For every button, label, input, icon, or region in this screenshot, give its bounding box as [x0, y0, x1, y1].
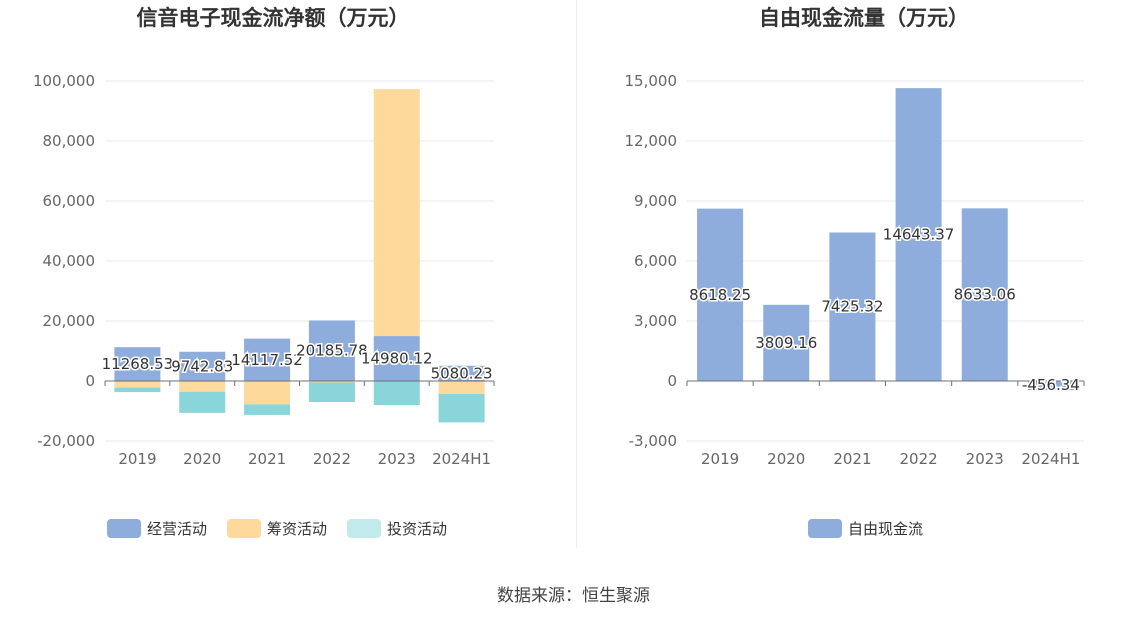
x-tick-label: 2019 — [118, 450, 156, 468]
y-tick-label: 15,000 — [625, 72, 678, 90]
bar-投资活动-2022 — [308, 382, 355, 402]
bar-经营活动-2020 — [179, 351, 226, 381]
data-label: 8633.06 — [954, 286, 1016, 304]
data-label: 9742.83 — [171, 357, 233, 375]
y-tick-label: 0 — [85, 372, 95, 390]
bar-投资活动-2019 — [114, 387, 161, 393]
bar-经营活动-2024H1 — [438, 365, 485, 381]
bar-自由现金流-2020 — [763, 304, 810, 381]
x-tick-label: 2020 — [183, 450, 221, 468]
bar-自由现金流-2021 — [829, 232, 876, 381]
bar-筹资活动-2021 — [244, 381, 291, 405]
data-label: -456.34 — [1022, 376, 1080, 394]
bar-经营活动-2021 — [244, 338, 291, 381]
legend-swatch-自由现金流 — [808, 519, 842, 538]
y-tick-label: 60,000 — [43, 192, 96, 210]
bar-投资活动-2021 — [244, 404, 291, 415]
y-tick-label: 40,000 — [43, 252, 96, 270]
y-tick-label: -20,000 — [37, 432, 95, 450]
chart-title: 信音电子现金流净额（万元） — [137, 6, 410, 30]
y-tick-label: 6,000 — [634, 252, 677, 270]
data-label: 7425.32 — [821, 298, 883, 316]
bar-筹资活动-2022 — [308, 381, 355, 383]
legend-label: 投资活动 — [387, 520, 447, 538]
bar-自由现金流-2024H1 — [1027, 381, 1074, 391]
bar-投资活动-2020 — [179, 391, 226, 413]
data-label: 3809.16 — [755, 334, 817, 352]
bar-经营活动-2022 — [308, 320, 355, 381]
x-tick-label: 2024H1 — [1021, 450, 1080, 468]
y-tick-label: 0 — [667, 372, 677, 390]
charts-canvas: 信音电子现金流净额（万元） -20,000 0 20,000 40,000 60,000 8… — [33, 6, 1085, 538]
data-label: 5080.23 — [431, 364, 493, 382]
y-tick-label: 9,000 — [634, 192, 677, 210]
y-tick-label: 3,000 — [634, 312, 677, 330]
x-tick-label: 2023 — [966, 450, 1004, 468]
data-label: 14980.12 — [361, 350, 433, 368]
bar-筹资活动-2023 — [373, 89, 420, 337]
chart-title: 自由现金流量（万元） — [759, 6, 969, 30]
bar-投资活动-2024H1 — [438, 393, 485, 423]
x-tick-label: 2021 — [248, 450, 286, 468]
legend-swatch-经营活动 — [107, 519, 141, 538]
legend-label: 筹资活动 — [267, 520, 327, 538]
legend-label: 自由现金流 — [848, 520, 923, 538]
x-tick-label: 2020 — [767, 450, 805, 468]
x-tick-label: 2022 — [313, 450, 351, 468]
data-label: 14117.52 — [231, 351, 303, 369]
y-tick-label: 20,000 — [43, 312, 96, 330]
x-tick-label: 2019 — [701, 450, 739, 468]
data-label: 14643.37 — [883, 226, 955, 244]
data-label: 20185.78 — [296, 342, 368, 360]
legend-label: 经营活动 — [147, 520, 207, 538]
bar-自由现金流-2023 — [961, 208, 1008, 381]
x-tick-label: 2021 — [833, 450, 871, 468]
bar-筹资活动-2019 — [114, 381, 161, 388]
data-label: 11268.53 — [102, 355, 174, 373]
x-tick-label: 2022 — [899, 450, 937, 468]
bar-筹资活动-2024H1 — [438, 381, 485, 394]
bar-自由现金流-2022 — [895, 88, 942, 381]
bar-筹资活动-2020 — [179, 381, 226, 392]
y-tick-label: -3,000 — [629, 432, 677, 450]
bar-投资活动-2023 — [373, 381, 420, 405]
y-tick-label: 80,000 — [43, 132, 96, 150]
y-tick-label: 12,000 — [625, 132, 678, 150]
bar-经营活动-2019 — [114, 347, 161, 381]
legend-swatch-投资活动 — [347, 519, 381, 538]
bar-自由现金流-2019 — [697, 208, 744, 381]
legend-swatch-筹资活动 — [227, 519, 261, 538]
data-label: 8618.25 — [689, 286, 751, 304]
x-tick-label: 2023 — [378, 450, 416, 468]
y-tick-label: 100,000 — [33, 72, 95, 90]
chart-divider — [576, 0, 577, 548]
bar-经营活动-2023 — [373, 336, 420, 381]
data-source-note: 数据来源：恒生聚源 — [497, 586, 650, 606]
x-tick-label: 2024H1 — [432, 450, 491, 468]
